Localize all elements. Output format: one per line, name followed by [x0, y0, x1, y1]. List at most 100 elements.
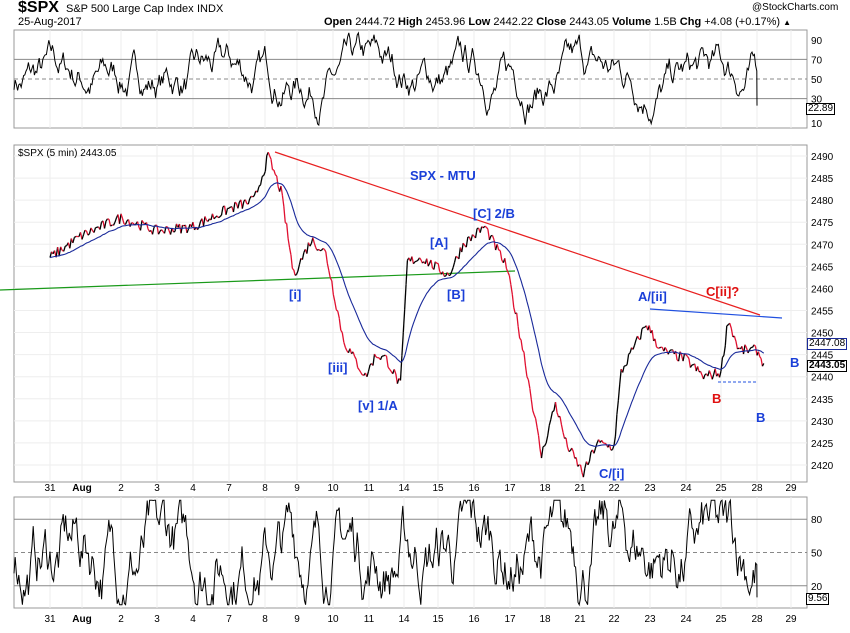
price-segment	[628, 352, 631, 355]
price-segment	[283, 206, 286, 223]
price-segment	[554, 401, 558, 413]
price-segment	[418, 257, 422, 261]
price-segment	[372, 353, 376, 366]
price-segment	[401, 332, 404, 356]
price-segment	[293, 269, 296, 276]
price-segment	[548, 419, 552, 426]
price-segment	[385, 355, 389, 368]
price-segment	[482, 225, 486, 229]
price-segment	[192, 221, 196, 231]
top-oscillator-tick: 70	[811, 55, 823, 66]
price-segment	[338, 318, 342, 331]
price-segment	[322, 247, 325, 250]
x-tick-label: 9	[294, 483, 300, 494]
price-segment	[510, 284, 513, 295]
price-segment	[656, 346, 659, 349]
price-segment	[664, 347, 668, 351]
green-trendline	[0, 270, 516, 291]
price-segment	[491, 235, 495, 241]
price-segment	[641, 326, 644, 330]
price-segment	[269, 155, 272, 160]
price-segment	[484, 225, 487, 228]
price-segment	[544, 442, 547, 447]
price-segment	[332, 294, 336, 302]
price-segment	[367, 364, 371, 372]
price-segment	[360, 372, 363, 376]
price-segment	[373, 353, 377, 358]
price-segment	[225, 208, 229, 215]
price-segment	[748, 347, 752, 351]
wave-b-blue: B	[756, 410, 766, 425]
price-segment	[729, 323, 732, 329]
price-segment	[211, 213, 215, 219]
price-segment	[434, 261, 438, 264]
price-segment	[533, 414, 537, 419]
price-segment	[352, 351, 356, 357]
price-segment	[520, 339, 524, 351]
price-segment	[156, 225, 160, 235]
wave-i: [i]	[289, 287, 302, 302]
x-tick-label: 29	[785, 483, 797, 494]
price-segment	[320, 248, 324, 251]
y-tick-label: 2430	[811, 417, 834, 428]
price-segment	[112, 221, 116, 226]
price-segment	[349, 348, 353, 354]
price-segment	[472, 234, 475, 237]
price-segment	[121, 218, 125, 224]
price-segment	[547, 425, 550, 436]
price-segment	[103, 220, 107, 229]
price-segment	[470, 234, 474, 242]
price-segment	[488, 235, 492, 241]
price-segment	[704, 373, 707, 376]
price-segment	[290, 254, 294, 269]
price-segment	[198, 221, 202, 228]
price-segment	[414, 260, 417, 263]
price-segment	[566, 446, 570, 452]
price-segment	[508, 275, 512, 285]
price-segment	[685, 354, 688, 357]
price-segment	[587, 461, 591, 466]
wave-C-2B: [C] 2/B	[473, 206, 515, 221]
y-tick-label: 2450	[811, 329, 834, 340]
price-segment	[633, 339, 637, 346]
price-segment	[182, 224, 185, 227]
price-segment	[453, 256, 457, 263]
price-segment	[593, 448, 597, 454]
price-segment	[340, 329, 343, 333]
brand: @StockCharts.com	[752, 2, 839, 13]
price-segment	[686, 355, 690, 359]
price-segment	[288, 247, 292, 256]
bottom-oscillator-tick: 50	[811, 549, 823, 560]
price-segment	[437, 263, 441, 272]
price-segment	[604, 442, 607, 445]
price-segment	[237, 201, 241, 209]
x-tick-label: 15	[432, 614, 444, 625]
price-segment	[639, 328, 643, 340]
price-segment	[744, 344, 748, 349]
x-tick-label: 14	[398, 614, 410, 625]
price-segment	[524, 365, 528, 377]
price-segment	[276, 176, 279, 187]
price-segment	[588, 451, 592, 462]
price-segment	[108, 219, 112, 227]
price-segment	[328, 270, 331, 279]
symbol: $SPX	[18, 0, 59, 16]
price-segment	[63, 246, 66, 252]
date: 25-Aug-2017	[18, 16, 82, 28]
wave-Ci: C/[i]	[599, 466, 625, 481]
price-segment	[629, 347, 633, 354]
price-segment	[284, 222, 287, 225]
price-segment	[699, 371, 703, 376]
price-segment	[267, 151, 271, 157]
price-segment	[64, 244, 68, 247]
price-segment	[697, 366, 700, 373]
price-segment	[157, 230, 161, 235]
price-segment	[114, 217, 118, 223]
price-segment	[337, 311, 340, 319]
price-segment	[625, 363, 628, 367]
main-legend: $SPX (5 min) 2443.05	[18, 148, 117, 159]
price-segment	[702, 374, 706, 380]
wave-B: [B]	[447, 287, 466, 302]
price-segment	[562, 432, 566, 439]
price-segment	[724, 325, 728, 346]
